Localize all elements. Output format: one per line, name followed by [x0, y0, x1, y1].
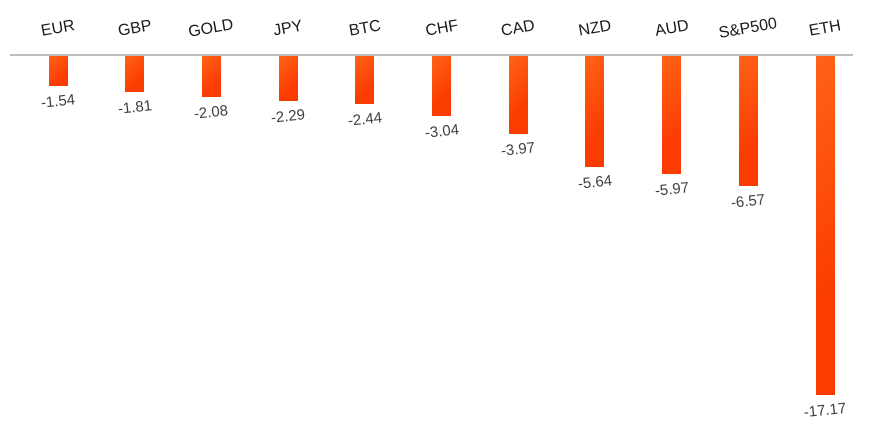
value-label: -1.54: [40, 91, 76, 113]
bar: [738, 56, 758, 186]
value-label: -2.29: [270, 106, 306, 127]
category-label: CAD: [499, 17, 537, 40]
bar: [815, 56, 835, 396]
category-label: NZD: [577, 17, 613, 40]
bar: [432, 56, 451, 117]
value-label: -3.97: [500, 139, 537, 161]
category-label: EUR: [39, 17, 77, 40]
bar: [585, 56, 605, 168]
value-label: -5.97: [653, 179, 690, 200]
category-label: GBP: [116, 17, 153, 40]
bar: [508, 56, 528, 135]
value-label: -17.17: [802, 399, 848, 422]
category-label: BTC: [347, 17, 382, 40]
value-label: -3.04: [423, 121, 460, 142]
category-label: S&P500: [717, 15, 779, 42]
value-label: -6.57: [730, 191, 767, 212]
category-label: GOLD: [187, 16, 236, 41]
bar: [662, 56, 682, 174]
bar: [201, 56, 221, 98]
value-label: -5.64: [576, 172, 613, 194]
value-label: -1.81: [116, 96, 153, 118]
bar: [48, 56, 68, 87]
value-label: -2.08: [193, 102, 230, 123]
category-label: JPY: [272, 17, 304, 40]
value-label: -2.44: [346, 109, 383, 130]
bar: [125, 56, 145, 92]
bar: [278, 56, 298, 102]
category-label: ETH: [807, 17, 843, 40]
category-label: CHF: [423, 17, 460, 40]
bar: [355, 56, 375, 105]
x-axis-line: [10, 54, 853, 56]
category-label: AUD: [653, 17, 690, 40]
